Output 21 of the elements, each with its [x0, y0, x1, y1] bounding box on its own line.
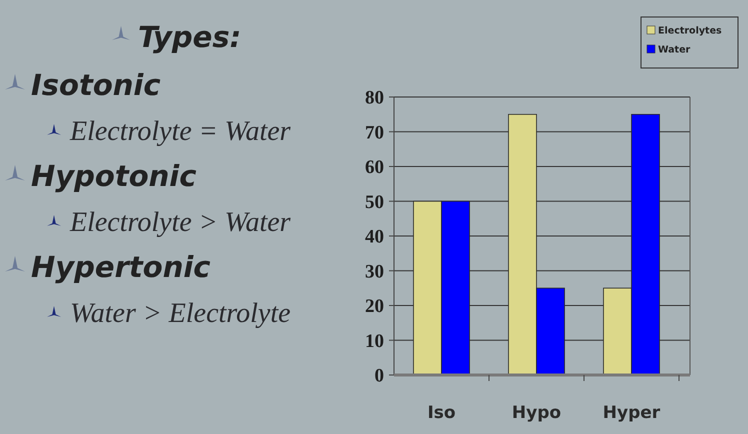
x-tick-label: Hypo	[512, 402, 562, 423]
y-tick-label: 60	[365, 157, 384, 178]
legend-label: Water	[658, 44, 691, 56]
legend-label: Electrolytes	[658, 25, 722, 36]
y-tick-label: 30	[365, 261, 384, 282]
text: Water > Electrolyte	[70, 298, 291, 329]
text: Isotonic	[31, 68, 161, 102]
y-tick-label: 10	[365, 330, 384, 352]
text: Electrolyte = Water	[69, 116, 291, 147]
y-tick-label: 40	[365, 226, 384, 248]
text: Hypotonic	[31, 159, 196, 193]
y-tick-label: 20	[365, 296, 384, 318]
x-tick-label: Hyper	[602, 402, 661, 423]
y-tick-label: 0	[374, 366, 384, 387]
text: Types:	[138, 20, 242, 54]
text: Hypertonic	[31, 250, 210, 284]
text: Electrolyte > Water	[69, 207, 291, 238]
x-tick-label: Iso	[427, 402, 456, 423]
y-tick-label: 50	[365, 192, 384, 213]
y-tick-label: 70	[365, 122, 384, 144]
y-tick-label: 80	[365, 88, 384, 109]
